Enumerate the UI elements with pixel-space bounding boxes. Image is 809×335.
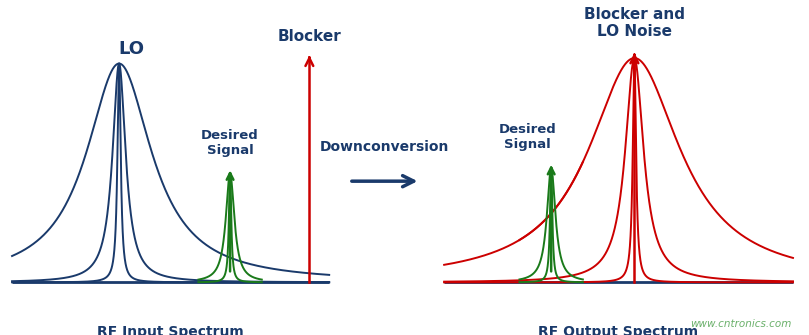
Text: Desired
Signal: Desired Signal: [498, 123, 557, 151]
Text: Downconversion: Downconversion: [320, 140, 449, 154]
Text: www.cntronics.com: www.cntronics.com: [690, 319, 791, 329]
Text: RF Input Spectrum: RF Input Spectrum: [97, 325, 244, 335]
Text: LO: LO: [118, 40, 144, 58]
Text: Desired
Signal: Desired Signal: [201, 129, 259, 156]
Text: RF Output Spectrum: RF Output Spectrum: [539, 325, 699, 335]
Text: Blocker and
LO Noise: Blocker and LO Noise: [584, 6, 685, 39]
Text: Blocker: Blocker: [277, 29, 341, 45]
